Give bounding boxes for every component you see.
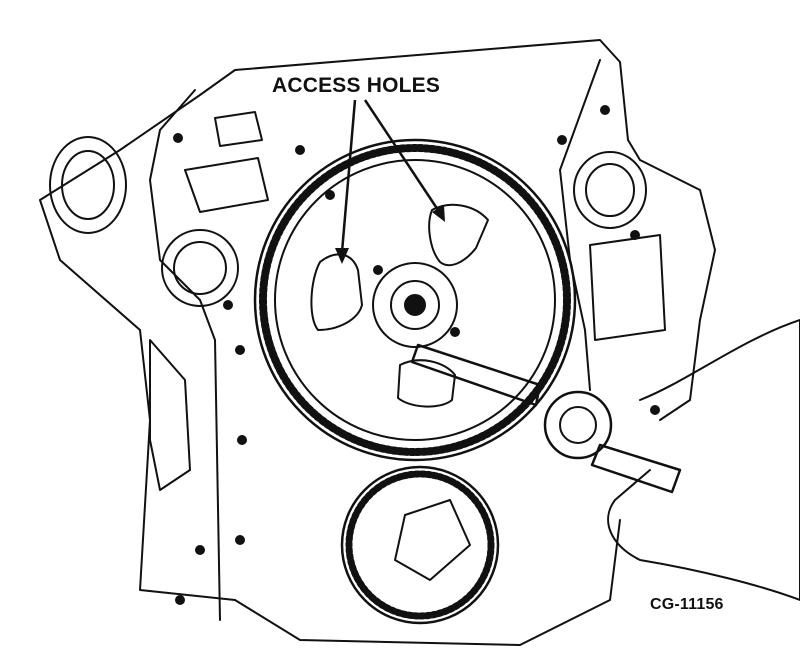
cam-bore-inner xyxy=(173,241,227,295)
upper-left-bore xyxy=(49,136,127,234)
crank-key-block xyxy=(394,499,471,581)
leader-arrow-left xyxy=(340,99,357,253)
engine-block-outline xyxy=(39,39,716,601)
access-hole-bottom xyxy=(397,359,456,408)
cam-gear-web xyxy=(274,159,556,441)
cam-gear-teeth-ring xyxy=(259,144,571,456)
cam-gear-hub-core xyxy=(404,294,426,316)
right-bore-panel xyxy=(589,234,666,341)
cam-bore-outer xyxy=(161,229,239,307)
crank-gear xyxy=(340,465,500,625)
right-bore-inner xyxy=(585,163,635,217)
wrench-head-inner xyxy=(559,406,597,444)
access-hole-right xyxy=(428,203,489,267)
access-holes-label: ACCESS HOLES xyxy=(272,74,441,97)
bolt-heads xyxy=(173,105,660,605)
cam-gear-outer xyxy=(253,138,577,462)
access-hole-left xyxy=(310,253,363,331)
wrench-extension xyxy=(410,343,542,407)
upper-left-bore-inner xyxy=(61,150,115,220)
leader-arrow-right xyxy=(363,99,442,214)
left-tab xyxy=(214,111,263,147)
figure-id-label: CG-11156 xyxy=(650,596,724,613)
right-bore-outer xyxy=(573,151,647,229)
arrowhead-right xyxy=(432,205,445,222)
crank-gear-teeth xyxy=(345,470,495,620)
wrench-head xyxy=(543,390,613,460)
cam-gear-hub-inner xyxy=(390,280,440,330)
left-lower-plate xyxy=(149,339,191,491)
left-slot xyxy=(184,157,269,213)
wrench-handle xyxy=(590,443,682,494)
cam-gear-hub-outer xyxy=(372,262,458,348)
lower-block xyxy=(234,519,621,646)
arrowhead-left xyxy=(335,248,349,264)
front-plate-left-edge xyxy=(149,89,221,621)
hand xyxy=(607,319,800,601)
